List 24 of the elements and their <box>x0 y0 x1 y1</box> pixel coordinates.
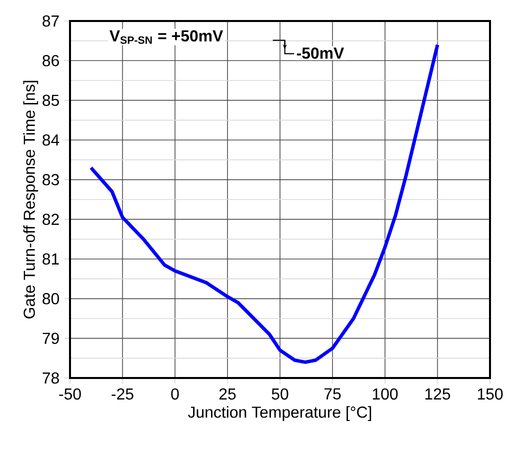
y-tick-label: 87 <box>42 15 59 27</box>
y-tick-label: 86 <box>42 55 59 66</box>
x-tick-label: 125 <box>425 388 450 400</box>
line-series <box>89 43 440 364</box>
y-tick-label: 78 <box>42 372 59 384</box>
y-tick-label: 85 <box>42 94 59 106</box>
annotation: V$_{SP-SN}$ = +50mV <box>109 30 224 44</box>
y-axis-title: Gate Turn-off Response Time [ns] <box>23 80 38 318</box>
y-tick-label: 79 <box>42 332 59 344</box>
y-tick-label: 80 <box>42 293 60 304</box>
x-tick-label: -50 <box>59 388 81 400</box>
x-tick-label: 75 <box>324 388 341 400</box>
annotation: -50mV <box>296 47 344 59</box>
y-tick-label: 81 <box>42 253 59 265</box>
y-tick-label: 82 <box>42 214 59 225</box>
y-tick-label: 83 <box>42 174 59 186</box>
x-axis-title: Junction Temperature [°C] <box>188 406 372 421</box>
x-tick-label: 50 <box>272 388 288 400</box>
y-tick-label: 84 <box>42 134 60 146</box>
x-tick-label: -25 <box>112 388 134 400</box>
x-tick-label: 150 <box>478 388 503 400</box>
x-tick-label: 25 <box>219 388 236 400</box>
x-tick-label: 100 <box>372 388 398 400</box>
x-tick-label: 0 <box>171 388 179 400</box>
